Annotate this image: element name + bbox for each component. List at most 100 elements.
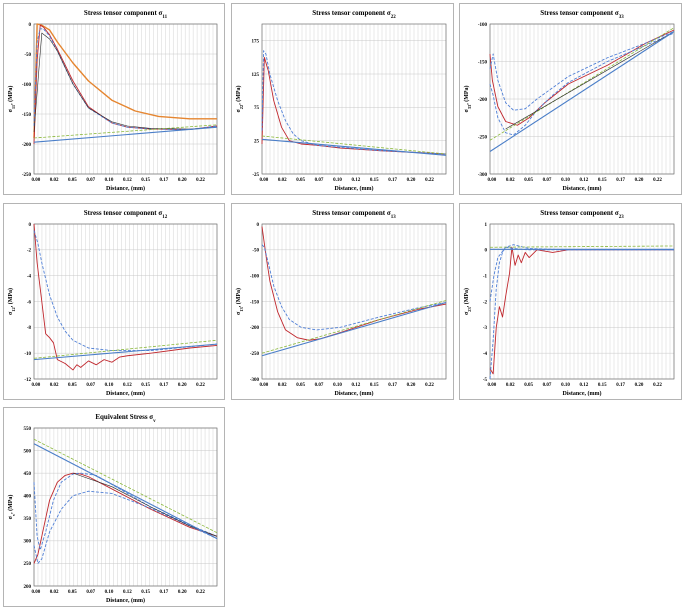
plot-frame <box>261 23 447 175</box>
x-tick-label: 0.02 <box>50 590 59 595</box>
y-tick-label: -150 <box>478 60 488 65</box>
x-tick-label: 0.15 <box>598 178 607 183</box>
x-tick-label: 0.07 <box>315 383 324 388</box>
x-tick-label: 0.15 <box>141 383 150 388</box>
x-tick-label: 0.00 <box>31 590 40 595</box>
y-tick-label: -4 <box>27 274 32 279</box>
series-line-1 <box>489 31 675 111</box>
x-tick-label: 0.10 <box>561 383 570 388</box>
x-tick-label: 0.07 <box>543 178 552 183</box>
x-tick-label: 0.02 <box>506 383 515 388</box>
y-tick-label: 350 <box>24 517 32 522</box>
x-tick-label: 0.05 <box>524 178 533 183</box>
y-tick-label: -250 <box>250 352 260 357</box>
series-line-5 <box>489 31 675 152</box>
x-axis-label: Distance, (mm) <box>106 390 145 397</box>
x-tick-label: 0.20 <box>407 178 416 183</box>
y-tick-label: -200 <box>478 98 488 103</box>
x-tick-label: 0.20 <box>178 178 187 183</box>
x-tick-label: 0.12 <box>123 383 132 388</box>
chart-panel-s12: Stress tensor component σ12 0 -2 -4 -6 -8 -10 -… <box>3 203 225 400</box>
x-tick-label: 0.15 <box>370 178 379 183</box>
x-tick-label: 0.12 <box>351 383 360 388</box>
y-tick-label: -250 <box>22 173 32 178</box>
plot-frame <box>33 23 218 175</box>
x-tick-label: 0.00 <box>259 178 268 183</box>
series-line-1 <box>33 230 218 352</box>
y-tick-label: -100 <box>478 23 488 28</box>
x-tick-label: 0.17 <box>160 590 169 595</box>
x-tick-label: 0.15 <box>598 383 607 388</box>
y-tick-label: 125 <box>252 73 260 78</box>
x-tick-label: 0.05 <box>68 178 77 183</box>
y-tick-label: -5 <box>483 378 488 383</box>
x-tick-label: 0.02 <box>50 383 59 388</box>
chart-panel-s11: Stress tensor component σ11 0 -50 -100 -150 -… <box>3 3 225 195</box>
x-axis-label: Distance, (mm) <box>335 390 374 397</box>
x-tick-label: 0.12 <box>123 590 132 595</box>
series-line-0 <box>33 23 217 139</box>
chart-title: Equivalent Stress σv <box>95 413 156 424</box>
chart-title-subscript: 23 <box>619 215 625 220</box>
x-tick-label: 0.10 <box>333 383 342 388</box>
chart-panel-s33: Stress tensor component σ33 -100 -150 -200 -… <box>459 3 682 195</box>
y-tick-label: -150 <box>22 113 32 118</box>
y-tick-label: -50 <box>24 53 31 58</box>
chart-title: Stress tensor component σ12 <box>84 209 168 220</box>
x-tick-label: 0.17 <box>616 383 625 388</box>
y-tick-label: -150 <box>250 300 260 305</box>
x-tick-label: 0.17 <box>616 178 625 183</box>
series-line-4 <box>33 124 218 139</box>
chart-title: Stress tensor component σ13 <box>312 209 396 220</box>
chart-s13: Stress tensor component σ13 0 -50 -100 -150 -… <box>235 209 447 397</box>
y-tick-label: -300 <box>250 378 260 383</box>
x-tick-label: 0.12 <box>579 383 588 388</box>
y-tick-label: -250 <box>478 135 488 140</box>
x-axis-label: Distance, (mm) <box>106 597 145 604</box>
x-tick-label: 0.22 <box>653 383 662 388</box>
x-tick-label: 0.22 <box>196 178 205 183</box>
x-tick-label: 0.22 <box>196 383 205 388</box>
y-axis-label: σ33, (MPa) <box>463 85 472 112</box>
chart-title-subscript: 22 <box>391 15 397 20</box>
x-tick-label: 0.00 <box>259 383 268 388</box>
series-line-2 <box>489 244 674 302</box>
plot-frame <box>261 223 447 380</box>
x-tick-label: 0.17 <box>160 178 169 183</box>
series-line-3 <box>261 302 447 357</box>
x-tick-label: 0.12 <box>351 178 360 183</box>
y-tick-label: -2 <box>27 249 32 254</box>
series-line-0 <box>489 29 675 126</box>
x-tick-label: 0.20 <box>635 383 644 388</box>
chart-s12: Stress tensor component σ12 0 -2 -4 -6 -8 -10 -… <box>7 209 218 397</box>
y-tick-label: 0 <box>29 223 32 228</box>
x-tick-label: 0.05 <box>524 383 533 388</box>
y-tick-label: 500 <box>24 449 32 454</box>
chart-panel-s22: Stress tensor component σ22 175 125 75 25 -25… <box>231 3 454 195</box>
y-tick-label: 0 <box>485 249 488 254</box>
y-tick-label: 175 <box>252 39 260 44</box>
y-tick-label: -2 <box>483 300 488 305</box>
x-tick-label: 0.10 <box>333 178 342 183</box>
y-tick-label: -1 <box>483 274 488 279</box>
y-axis-label: σ22, (MPa) <box>235 85 244 112</box>
chart-title-subscript: 12 <box>162 215 168 220</box>
y-tick-label: -200 <box>22 143 32 148</box>
series-line-2 <box>33 339 218 359</box>
series-line-2 <box>261 135 447 155</box>
x-tick-label: 0.20 <box>407 383 416 388</box>
series-line-3 <box>489 27 675 141</box>
x-tick-label: 0.02 <box>506 178 515 183</box>
x-tick-label: 0.00 <box>31 178 40 183</box>
chart-title: Stress tensor component σ11 <box>84 9 168 20</box>
x-tick-label: 0.07 <box>315 178 324 183</box>
y-axis-label: σ11, (MPa) <box>7 86 16 113</box>
series-line-2 <box>489 32 675 136</box>
plot-frame <box>33 223 218 380</box>
chart-title-subscript: v <box>153 419 156 424</box>
chart-s22: Stress tensor component σ22 175 125 75 25 -25… <box>235 9 447 192</box>
x-tick-label: 0.22 <box>425 383 434 388</box>
x-tick-label: 0.00 <box>487 383 496 388</box>
chart-s33: Stress tensor component σ33 -100 -150 -200 -… <box>463 9 675 192</box>
chart-sv: Equivalent Stress σv 550 500 450 400 350 300 25… <box>7 413 218 604</box>
